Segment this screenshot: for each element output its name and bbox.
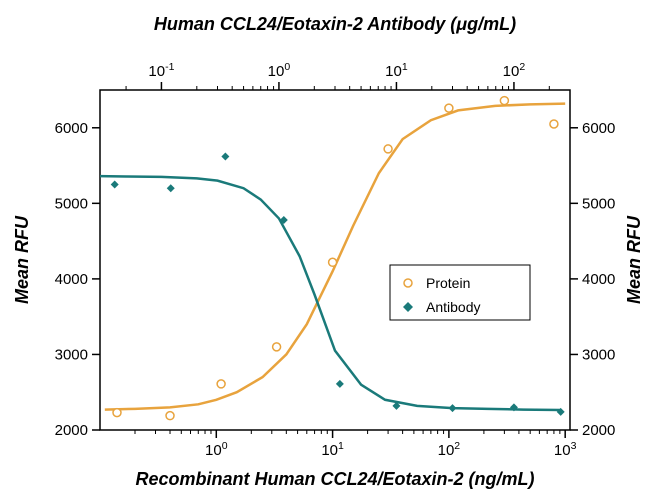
svg-text:3000: 3000 — [582, 346, 615, 363]
svg-text:5000: 5000 — [582, 195, 615, 212]
top-axis-ticks: 10-1 100 101 102 — [148, 61, 525, 90]
protein-curve — [105, 104, 565, 410]
svg-text:102: 102 — [503, 61, 526, 80]
svg-text:4000: 4000 — [55, 271, 88, 288]
right-axis-ticks: 2000 3000 4000 5000 6000 — [570, 120, 615, 439]
svg-text:6000: 6000 — [55, 120, 88, 137]
svg-text:6000: 6000 — [582, 120, 615, 137]
top-axis-title: Human CCL24/Eotaxin-2 Antibody (μg/mL) — [154, 14, 516, 34]
svg-text:102: 102 — [438, 440, 461, 459]
chart-svg: 10-1 100 101 102 100 101 102 103 2000 3000 4000 5… — [0, 0, 650, 501]
svg-text:2000: 2000 — [582, 422, 615, 439]
svg-text:Protein: Protein — [426, 275, 470, 291]
svg-text:100: 100 — [205, 440, 228, 459]
svg-text:101: 101 — [385, 61, 408, 80]
svg-text:4000: 4000 — [582, 271, 615, 288]
svg-text:Antibody: Antibody — [426, 299, 480, 315]
left-axis-title: Mean RFU — [12, 215, 32, 304]
right-axis-title: Mean RFU — [624, 215, 644, 304]
legend: Protein Antibody — [390, 265, 530, 320]
protein-markers — [113, 97, 558, 420]
svg-text:100: 100 — [268, 61, 291, 80]
svg-text:103: 103 — [554, 440, 577, 459]
bottom-axis-ticks: 100 101 102 103 — [205, 430, 577, 459]
svg-text:5000: 5000 — [55, 195, 88, 212]
svg-text:10-1: 10-1 — [148, 61, 174, 80]
svg-text:2000: 2000 — [55, 422, 88, 439]
svg-text:3000: 3000 — [55, 346, 88, 363]
bottom-axis-title: Recombinant Human CCL24/Eotaxin-2 (ng/mL… — [135, 469, 534, 489]
svg-text:101: 101 — [321, 440, 344, 459]
left-axis-ticks: 2000 3000 4000 5000 6000 — [55, 120, 100, 439]
chart-container: 10-1 100 101 102 100 101 102 103 2000 3000 4000 5… — [0, 0, 650, 501]
